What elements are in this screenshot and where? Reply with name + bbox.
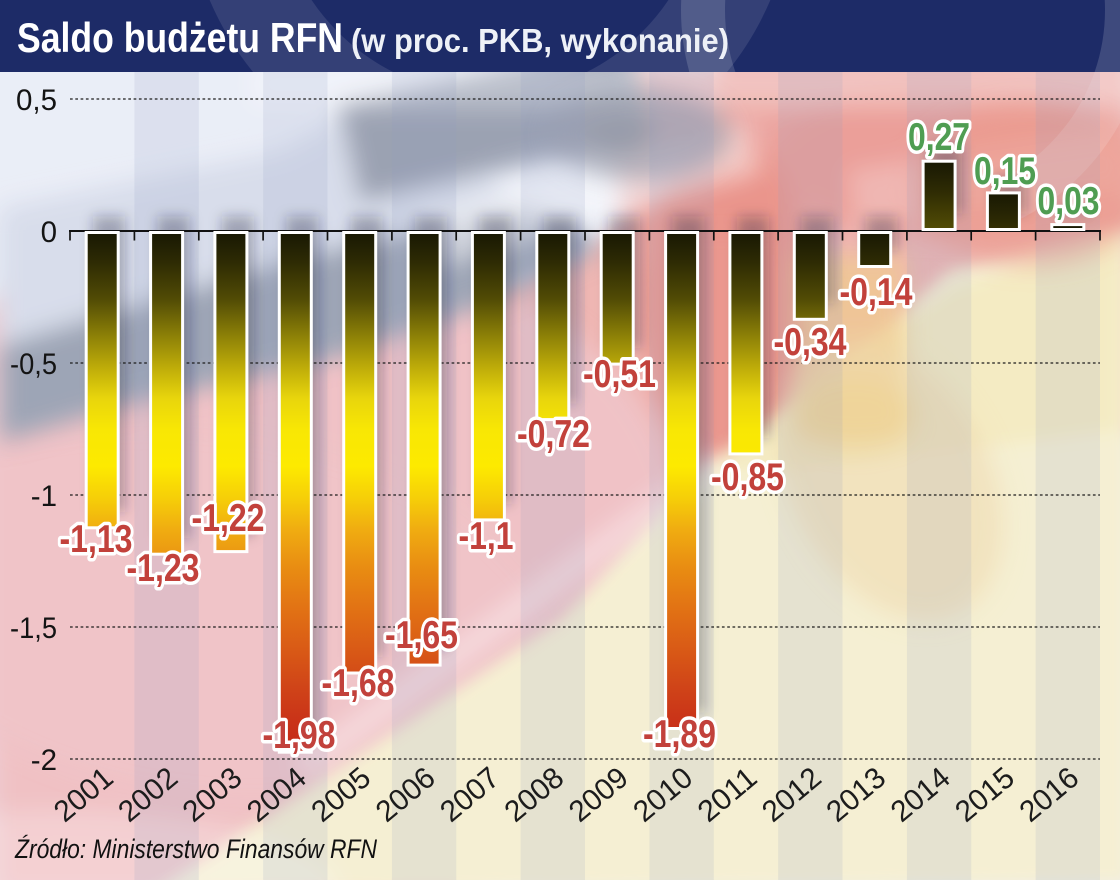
svg-text:0,15: 0,15 [974, 150, 1036, 193]
svg-text:-1,98: -1,98 [263, 714, 336, 757]
svg-text:-2: -2 [31, 744, 57, 777]
svg-text:-1,65: -1,65 [385, 614, 458, 657]
svg-text:-1,5: -1,5 [10, 612, 57, 645]
svg-text:-0,5: -0,5 [10, 348, 57, 381]
svg-text:0: 0 [41, 216, 57, 249]
svg-text:-0,14: -0,14 [840, 271, 913, 314]
svg-text:-1,13: -1,13 [60, 518, 133, 561]
svg-text:-1,22: -1,22 [192, 497, 265, 540]
svg-text:-0,34: -0,34 [774, 321, 847, 364]
svg-text:0,5: 0,5 [16, 84, 57, 117]
svg-text:0,03: 0,03 [1038, 180, 1100, 223]
svg-text:(w proc. PKB, wykonanie): (w proc. PKB, wykonanie) [351, 22, 729, 59]
svg-text:Saldo budżetu RFN: Saldo budżetu RFN [17, 14, 343, 61]
svg-text:-1,68: -1,68 [322, 662, 395, 705]
svg-text:-1,89: -1,89 [643, 713, 716, 756]
svg-text:-1,1: -1,1 [459, 515, 514, 558]
svg-text:-0,72: -0,72 [517, 413, 590, 456]
svg-text:-0,85: -0,85 [711, 456, 784, 499]
svg-text:-0,51: -0,51 [583, 353, 656, 396]
svg-text:-1,23: -1,23 [127, 547, 200, 590]
svg-text:-1: -1 [31, 480, 57, 513]
svg-text:Źródło: Ministerstwo Finansów: Źródło: Ministerstwo Finansów RFN [14, 834, 377, 864]
svg-text:0,27: 0,27 [908, 116, 970, 159]
